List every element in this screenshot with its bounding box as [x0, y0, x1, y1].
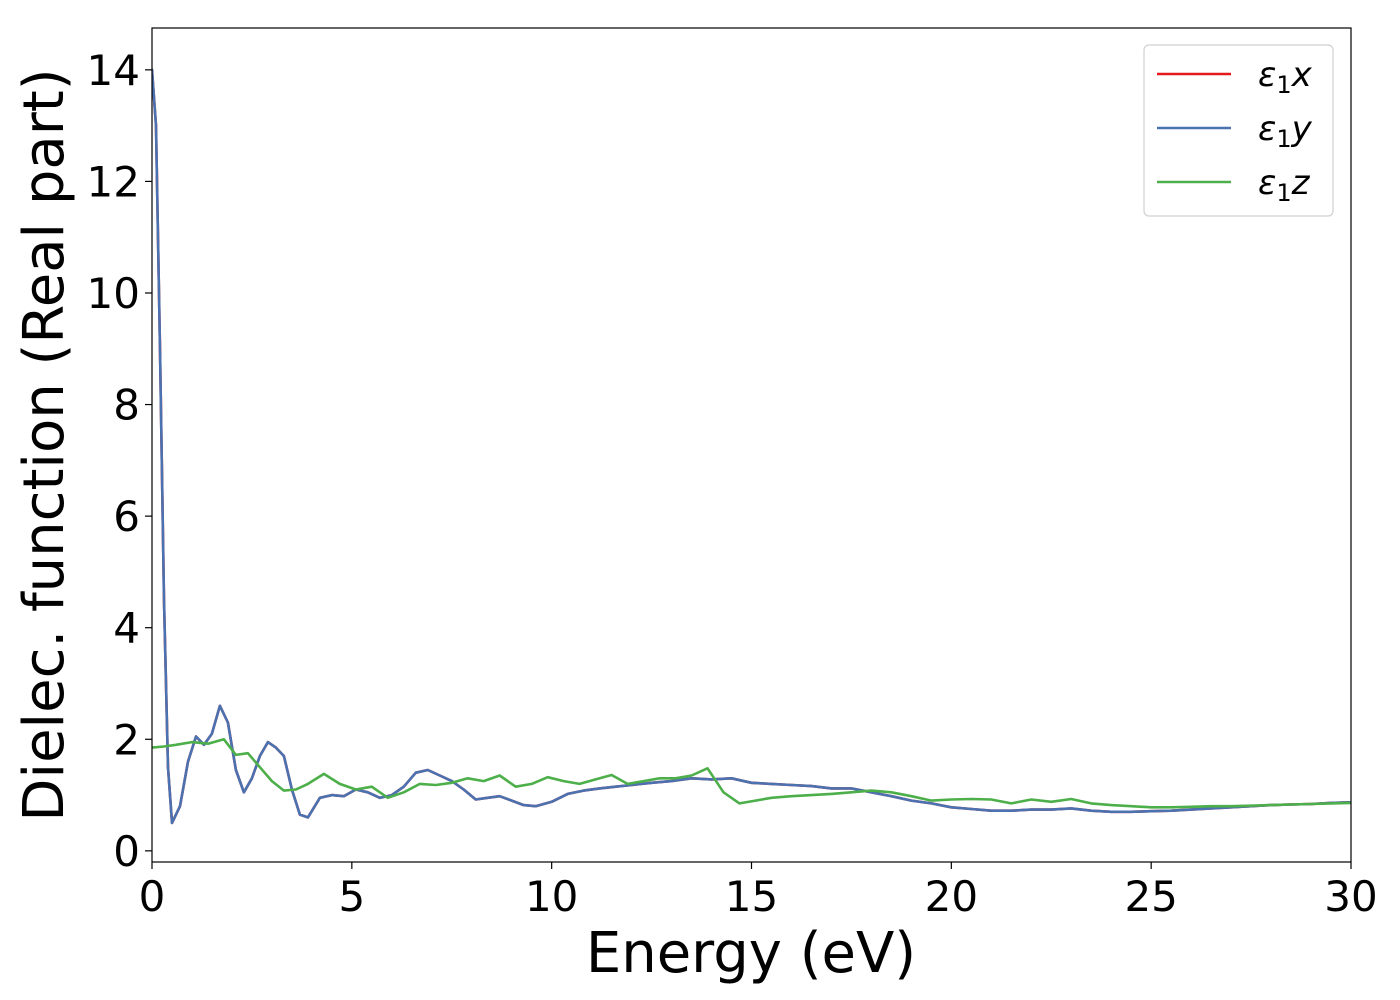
x-tick-label: 25: [1124, 872, 1177, 921]
legend-label-z: ε1z: [1258, 163, 1311, 207]
plot-area: [152, 68, 1351, 825]
legend-label-x: ε1x: [1258, 55, 1313, 99]
x-tick-label: 10: [525, 872, 578, 921]
y-tick-label: 2: [113, 715, 140, 764]
y-tick-label: 6: [113, 492, 140, 541]
y-tick-label: 10: [87, 269, 140, 318]
legend-label-y: ε1y: [1258, 109, 1313, 153]
y-tick-label: 14: [87, 46, 140, 95]
y-tick-label: 8: [113, 381, 140, 430]
x-tick-label: 15: [725, 872, 778, 921]
axes: 0 5 10 15 20 25 30 0 2 4 6 8 10 12 14: [87, 27, 1378, 921]
y-tick-label: 0: [113, 827, 140, 876]
series-line-z: [152, 738, 1351, 809]
series-line-y: [152, 68, 1351, 825]
y-axis-label: Dielec. function (Real part): [12, 68, 77, 821]
y-tick-label: 12: [87, 157, 140, 206]
series-lines: [152, 68, 1351, 825]
x-axis-label: Energy (eV): [586, 921, 916, 986]
x-tick-label: 30: [1324, 872, 1377, 921]
x-tick-label: 0: [139, 872, 166, 921]
legend: ε1x ε1y ε1z: [1143, 44, 1334, 217]
y-tick-label: 4: [113, 604, 140, 653]
legend-box: [1143, 44, 1334, 217]
x-tick-label: 5: [338, 872, 365, 921]
x-tick-label: 20: [925, 872, 978, 921]
